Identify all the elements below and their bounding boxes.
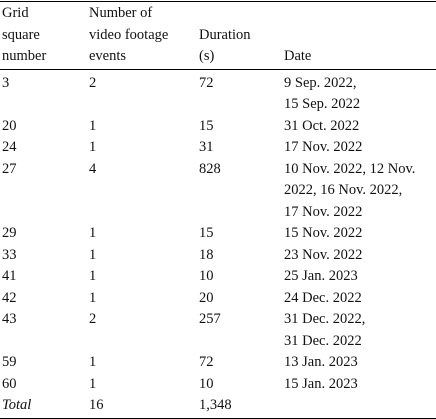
table-cell: 1 — [89, 117, 97, 134]
table-cell: 31 — [199, 139, 214, 155]
table-cell: 1 — [89, 246, 97, 263]
table-cell: 10 — [199, 268, 214, 284]
table-body: 3 2 72 9 Sep. 2022, 15 Sep. 2022 20 1 15 31 Oct… — [0, 69, 436, 418]
table-cell: 31 Oct. 2022 — [284, 117, 360, 134]
table-cell: 1 — [89, 225, 97, 241]
table-cell: 20 — [199, 289, 214, 306]
header-cell: Duration (s) — [199, 26, 251, 65]
table-cell: 257 — [199, 311, 221, 327]
table-cell: 33 — [2, 246, 17, 263]
table-cell: 18 — [199, 246, 214, 263]
total-cell: 16 — [89, 397, 104, 413]
table-cell: 24 Dec. 2022 — [284, 289, 362, 306]
header-row: Grid square number Number of video footag… — [0, 1, 436, 69]
table-cell: 13 Jan. 2023 — [284, 354, 358, 370]
table-header: Grid square number Number of video footag… — [0, 1, 436, 69]
table-row: 24 1 31 17 Nov. 2022 — [0, 137, 436, 159]
table-cell: 1 — [89, 139, 97, 155]
table-cell: 1 — [89, 289, 97, 306]
table-cell: 1 — [89, 268, 97, 284]
table-cell: 20 — [2, 117, 17, 134]
table-row: 27 4 828 10 Nov. 2022, 12 Nov. 2022, 16 Nov… — [0, 159, 436, 224]
table-cell: 27 — [2, 160, 17, 177]
table-cell: 10 — [199, 375, 214, 392]
empty-cell — [282, 395, 436, 418]
total-cell: 1,348 — [199, 397, 232, 413]
table-row: 42 1 20 24 Dec. 2022 — [0, 288, 436, 310]
table-row: 41 1 10 25 Jan. 2023 — [0, 266, 436, 288]
table-row: 33 1 18 23 Nov. 2022 — [0, 245, 436, 267]
table-cell: 24 — [2, 139, 17, 155]
table-cell: 42 — [2, 289, 17, 306]
total-row: Total 16 1,348 — [0, 395, 436, 418]
table-cell: 9 Sep. 2022, 15 Sep. 2022 — [284, 74, 361, 113]
table-cell: 2 — [89, 74, 97, 91]
table-cell: 23 Nov. 2022 — [284, 246, 363, 263]
table-cell: 72 — [199, 74, 214, 91]
header-cell: Number of video footage events — [89, 5, 169, 64]
table-cell: 17 Nov. 2022 — [284, 139, 363, 155]
table-row: 3 2 72 9 Sep. 2022, 15 Sep. 2022 — [0, 69, 436, 116]
table-cell: 25 Jan. 2023 — [284, 268, 358, 284]
table-row: 29 1 15 15 Nov. 2022 — [0, 223, 436, 245]
table-cell: 15 — [199, 117, 214, 134]
table-cell: 43 — [2, 311, 17, 327]
table-cell: 3 — [2, 74, 10, 91]
header-cell: Grid square number — [2, 5, 47, 64]
table-cell: 60 — [2, 375, 17, 392]
table-cell: 31 Dec. 2022, 31 Dec. 2022 — [284, 311, 366, 349]
table-cell: 2 — [89, 311, 97, 327]
table-cell: 1 — [89, 354, 97, 370]
table-cell: 10 Nov. 2022, 12 Nov. 2022, 16 Nov. 2022… — [284, 160, 416, 220]
table-cell: 29 — [2, 225, 17, 241]
table-cell: 15 — [199, 225, 214, 241]
table-cell: 4 — [89, 160, 97, 177]
header-cell: Date — [284, 48, 312, 64]
table-cell: 1 — [89, 375, 97, 392]
table-cell: 15 Nov. 2022 — [284, 225, 363, 241]
table-row: 20 1 15 31 Oct. 2022 — [0, 116, 436, 138]
table-cell: 72 — [199, 354, 214, 370]
total-cell: Total — [2, 397, 32, 413]
table-row: 43 2 257 31 Dec. 2022, 31 Dec. 2022 — [0, 309, 436, 352]
table-cell: 15 Jan. 2023 — [284, 375, 358, 392]
table-row: 60 1 10 15 Jan. 2023 — [0, 374, 436, 396]
table-row: 59 1 72 13 Jan. 2023 — [0, 352, 436, 374]
table-cell: 59 — [2, 354, 17, 370]
table-cell: 41 — [2, 268, 17, 284]
table-cell: 828 — [199, 160, 221, 177]
